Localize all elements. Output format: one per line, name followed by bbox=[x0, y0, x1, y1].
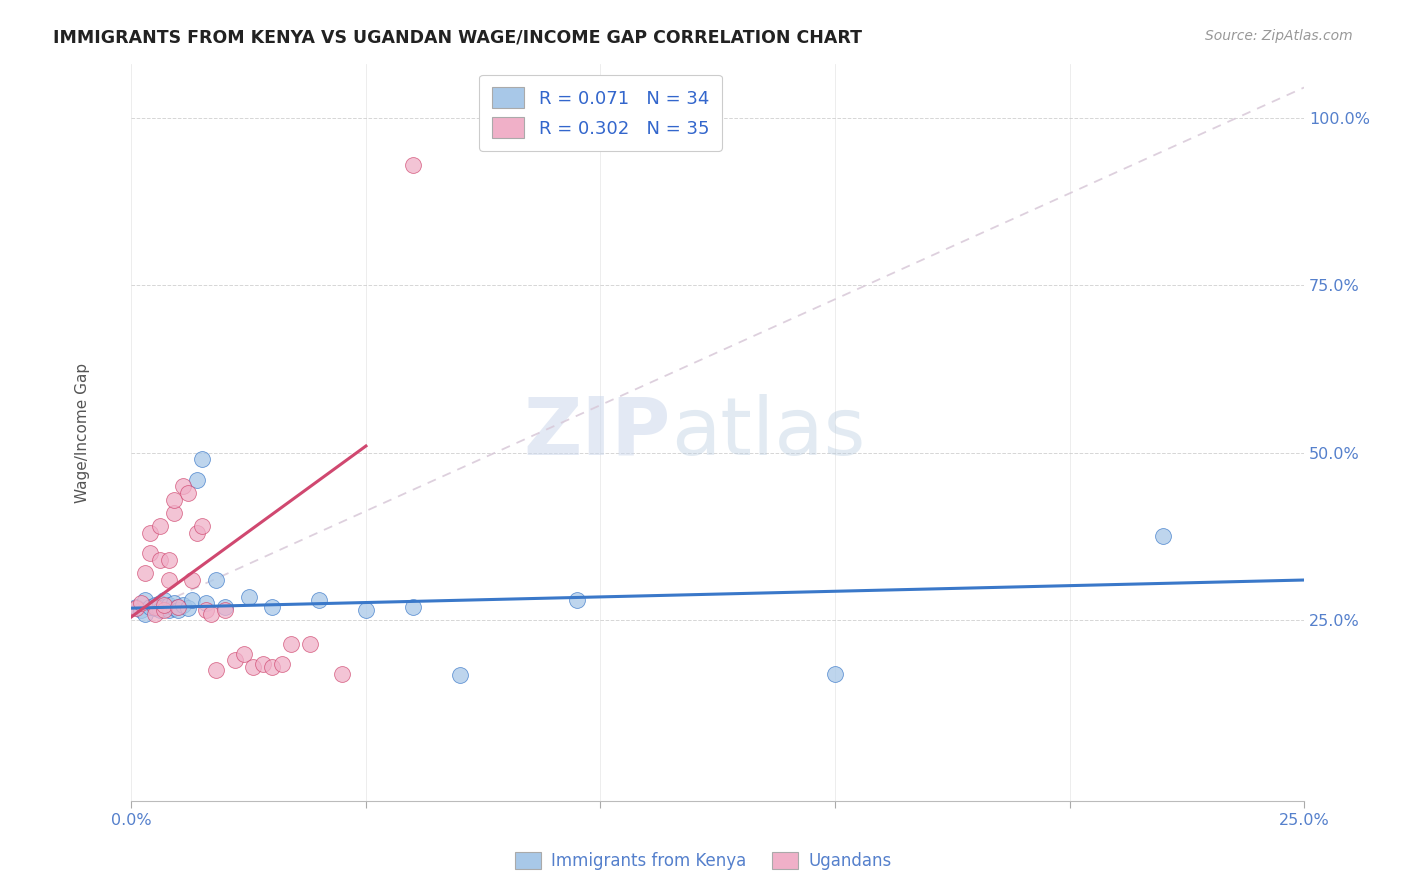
Point bbox=[262, 660, 284, 674]
Point bbox=[143, 599, 166, 614]
Point bbox=[148, 597, 170, 611]
Legend: R = 0.071   N = 34, R = 0.302   N = 35: R = 0.071 N = 34, R = 0.302 N = 35 bbox=[479, 75, 721, 151]
Point bbox=[332, 666, 354, 681]
Point bbox=[129, 597, 152, 611]
Legend: Immigrants from Kenya, Ugandans: Immigrants from Kenya, Ugandans bbox=[508, 845, 898, 877]
Point bbox=[205, 664, 228, 678]
Point bbox=[157, 599, 180, 613]
Point bbox=[238, 590, 260, 604]
Point bbox=[191, 519, 214, 533]
Point bbox=[162, 597, 184, 611]
Point bbox=[298, 637, 321, 651]
Text: Source: ZipAtlas.com: Source: ZipAtlas.com bbox=[1205, 29, 1353, 43]
Point bbox=[565, 593, 588, 607]
Y-axis label: Wage/Income Gap: Wage/Income Gap bbox=[76, 362, 90, 503]
Point bbox=[176, 601, 198, 615]
Point bbox=[148, 519, 170, 533]
Point bbox=[402, 599, 425, 614]
Point bbox=[167, 603, 190, 617]
Point bbox=[262, 599, 284, 614]
Point bbox=[824, 666, 846, 681]
Point bbox=[153, 599, 176, 613]
Point bbox=[162, 601, 184, 615]
Point bbox=[157, 573, 180, 587]
Point bbox=[233, 647, 256, 661]
Point bbox=[139, 526, 162, 541]
Point bbox=[148, 603, 170, 617]
Point bbox=[143, 601, 166, 615]
Point bbox=[172, 479, 194, 493]
Point bbox=[186, 473, 208, 487]
Point bbox=[134, 607, 156, 621]
Point bbox=[167, 599, 190, 614]
Point bbox=[181, 593, 204, 607]
Point bbox=[139, 546, 162, 560]
Point bbox=[191, 452, 214, 467]
Point bbox=[200, 607, 222, 621]
Point bbox=[153, 603, 176, 617]
Point bbox=[205, 573, 228, 587]
Point bbox=[125, 599, 148, 614]
Point bbox=[125, 601, 148, 615]
Point bbox=[195, 603, 218, 617]
Point bbox=[153, 593, 176, 607]
Point bbox=[176, 486, 198, 500]
Point bbox=[224, 653, 246, 667]
Point bbox=[214, 599, 236, 614]
Point bbox=[449, 668, 471, 682]
Point bbox=[270, 657, 292, 671]
Point bbox=[148, 553, 170, 567]
Point bbox=[143, 599, 166, 613]
Point bbox=[1152, 529, 1174, 543]
Text: atlas: atlas bbox=[671, 393, 865, 472]
Point bbox=[354, 603, 377, 617]
Point bbox=[242, 660, 264, 674]
Point bbox=[195, 597, 218, 611]
Point bbox=[134, 593, 156, 607]
Point bbox=[252, 657, 274, 671]
Point bbox=[280, 637, 302, 651]
Point bbox=[402, 157, 425, 171]
Point bbox=[162, 492, 184, 507]
Point bbox=[157, 603, 180, 617]
Point bbox=[143, 607, 166, 621]
Point bbox=[186, 526, 208, 541]
Point bbox=[162, 506, 184, 520]
Point bbox=[157, 553, 180, 567]
Text: ZIP: ZIP bbox=[523, 393, 671, 472]
Point bbox=[167, 599, 190, 614]
Point bbox=[134, 566, 156, 581]
Point bbox=[172, 599, 194, 613]
Point bbox=[139, 599, 162, 614]
Point bbox=[181, 573, 204, 587]
Point bbox=[308, 593, 330, 607]
Point bbox=[214, 603, 236, 617]
Point bbox=[129, 603, 152, 617]
Point bbox=[153, 599, 176, 614]
Text: IMMIGRANTS FROM KENYA VS UGANDAN WAGE/INCOME GAP CORRELATION CHART: IMMIGRANTS FROM KENYA VS UGANDAN WAGE/IN… bbox=[53, 29, 862, 46]
